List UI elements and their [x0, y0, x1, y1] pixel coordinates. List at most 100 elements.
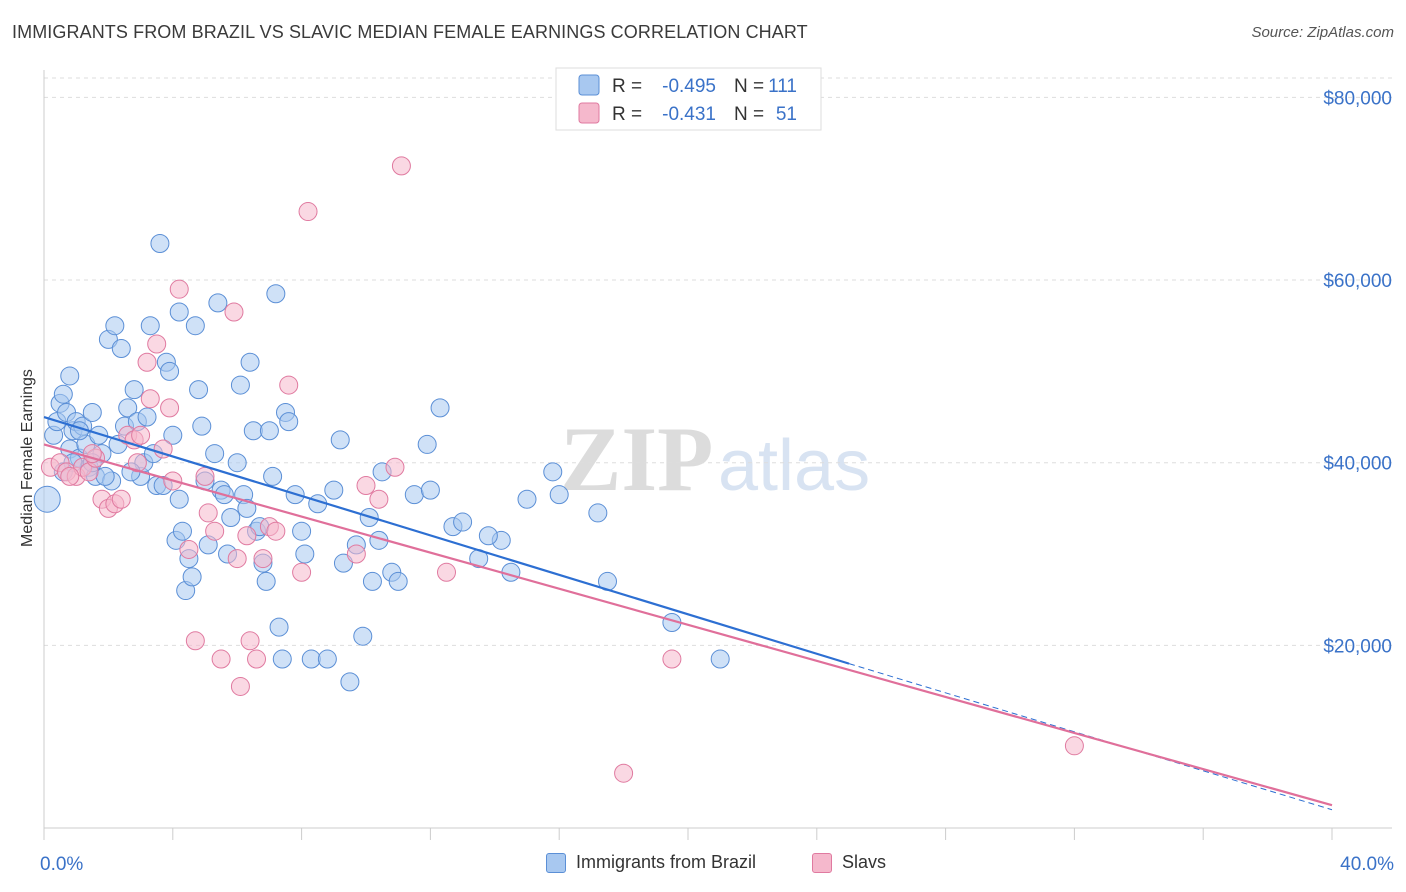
brazil-point [517, 489, 537, 509]
brazil-point [324, 480, 344, 500]
brazil-point [543, 462, 563, 482]
source-label: Source: ZipAtlas.com [1251, 24, 1394, 41]
legend-frame [555, 67, 822, 131]
brazil-point [105, 316, 125, 336]
brazil-point [169, 489, 189, 509]
slavs-point [160, 398, 180, 418]
slavs-point [614, 763, 634, 783]
legend-r-value: -0.495 [662, 76, 716, 97]
slavs-point [662, 649, 682, 669]
slavs-point [437, 562, 456, 582]
brazil-point [89, 425, 109, 445]
x-tick-label: 40.0% [1340, 854, 1394, 875]
slavs-point [205, 521, 225, 541]
slavs-point [185, 631, 205, 651]
slavs-point [230, 676, 250, 696]
brazil-point [240, 352, 260, 372]
slavs-point [137, 352, 157, 372]
watermark: ZIP atlas [560, 408, 870, 510]
slavs-point [237, 526, 257, 546]
brazil-point [53, 384, 73, 404]
legend-label-brazil: Immigrants from Brazil [576, 852, 757, 872]
slavs-point [346, 544, 366, 564]
slavs-point [82, 444, 102, 464]
legend-swatch-brazil [546, 852, 566, 873]
slavs-point [298, 202, 318, 222]
chart-title: IMMIGRANTS FROM BRAZIL VS SLAVIC MEDIAN … [12, 22, 808, 42]
slavs-point [356, 476, 376, 496]
brazil-point [243, 421, 263, 441]
slavs-point [1064, 736, 1084, 756]
slavs-point [179, 539, 199, 559]
slavs-point [111, 489, 131, 509]
legend-swatch-slavs [812, 852, 832, 873]
brazil-point [221, 507, 241, 527]
brazil-point [404, 485, 424, 505]
brazil-point [150, 234, 170, 254]
legend-n-value: 111 [768, 76, 797, 97]
x-tick-labels: 0.0% 40.0% [40, 854, 1394, 875]
legend-label-slavs: Slavs [842, 852, 887, 872]
brazil-point [266, 284, 286, 304]
slavs-point [195, 466, 215, 486]
slavs-point [198, 503, 218, 523]
watermark-atlas: atlas [718, 426, 870, 506]
brazil-point [192, 416, 212, 436]
brazil-point [353, 626, 373, 646]
brazil-point [160, 361, 180, 381]
trend-line-slavs [43, 443, 1333, 807]
brazil-point [263, 466, 283, 486]
y-tick-label: $60,000 [1323, 271, 1392, 292]
slavs-point [292, 562, 312, 582]
brazil-point [549, 485, 569, 505]
brazil-point [453, 512, 473, 532]
x-tick-label: 0.0% [40, 854, 83, 875]
brazil-point [588, 503, 608, 523]
slavs-point [224, 302, 244, 322]
slavs-point [385, 457, 405, 477]
brazil-point [333, 553, 353, 573]
legend-r-value: -0.431 [662, 104, 716, 125]
brazil-point [33, 485, 61, 513]
brazil-point [163, 425, 183, 445]
brazil-point [208, 293, 228, 313]
legend-n-value: 51 [776, 104, 797, 125]
brazil-point [137, 407, 157, 427]
brazil-point [272, 649, 292, 669]
brazil-point [205, 444, 225, 464]
slavs-point [147, 334, 167, 354]
legend-r-label: R = [612, 104, 642, 125]
slavs-point [227, 549, 247, 569]
brazil-point [301, 649, 321, 669]
slavs-point [279, 375, 299, 395]
brazil-point [185, 316, 205, 336]
brazil-point [95, 466, 115, 486]
slavs-point [253, 549, 273, 569]
brazil-point [256, 571, 276, 591]
brazil-point [118, 398, 138, 418]
slavs-point [369, 489, 389, 509]
brazil-point [189, 380, 209, 400]
watermark-zip: ZIP [560, 408, 713, 510]
brazil-point [388, 571, 408, 591]
brazil-point [478, 526, 498, 546]
axes [43, 70, 1392, 829]
slavs-point [247, 649, 267, 669]
brazil-point [169, 302, 189, 322]
bottom-legend: Immigrants from Brazil Slavs [0, 852, 1406, 876]
x-ticks [43, 828, 1333, 840]
brazil-point [82, 402, 102, 422]
trend-lines [43, 415, 1333, 811]
brazil-point [140, 316, 160, 336]
y-tick-labels: $20,000 $40,000 $60,000 $80,000 [1323, 88, 1392, 657]
brazil-point [172, 521, 192, 541]
brazil-point [230, 375, 250, 395]
slavs-point [153, 439, 173, 459]
brazil-point [227, 453, 247, 473]
brazil-point [292, 521, 312, 541]
brazil-point [295, 544, 315, 564]
brazil-point [501, 562, 521, 582]
slavs-point [131, 425, 151, 445]
brazil-point [237, 498, 257, 518]
brazil-point [362, 571, 382, 591]
